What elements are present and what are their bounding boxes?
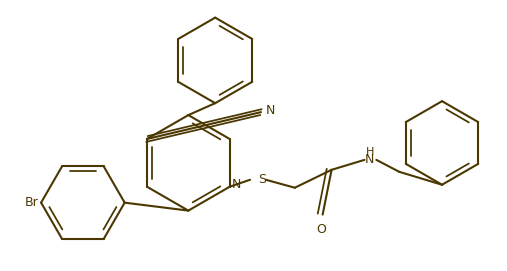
Text: H: H <box>366 147 374 157</box>
Text: N: N <box>266 104 275 117</box>
Text: O: O <box>317 222 327 235</box>
Text: Br: Br <box>24 196 38 209</box>
Text: N: N <box>365 153 374 166</box>
Text: N: N <box>232 178 241 191</box>
Text: S: S <box>258 173 266 186</box>
